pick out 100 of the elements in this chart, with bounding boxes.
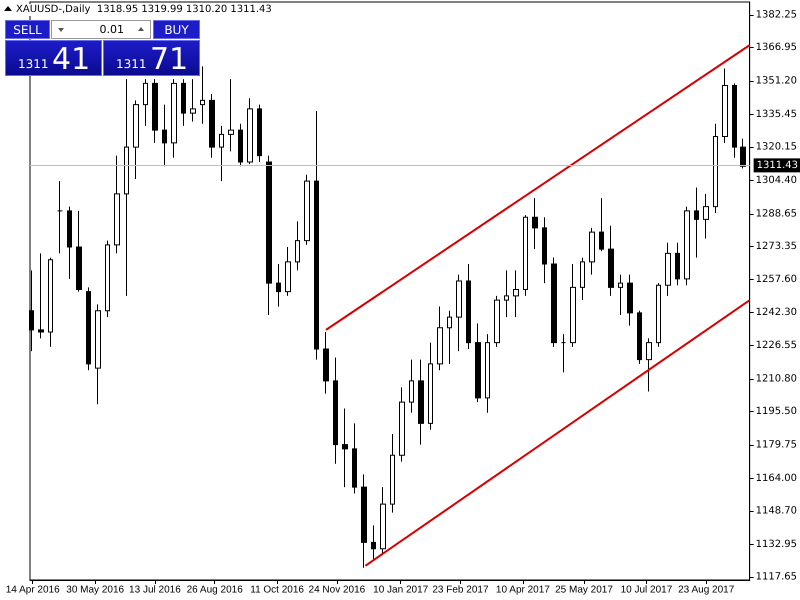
y-tick-label: 1288.65	[756, 208, 798, 220]
candlestick	[323, 332, 329, 394]
candlestick	[76, 210, 82, 292]
ref-line-label: 1311.43	[756, 160, 798, 171]
candlestick	[732, 82, 737, 158]
x-tick-label: 14 Apr 2016	[6, 584, 60, 596]
annotation: 0.01	[100, 22, 124, 38]
y-tick-label: 1164.00	[756, 473, 798, 484]
y-tick-label: 1210.80	[756, 374, 798, 385]
candlestick	[238, 123, 243, 167]
candlestick	[523, 214, 528, 296]
candlestick	[740, 138, 746, 169]
candlestick	[646, 338, 652, 392]
candlestick	[675, 242, 680, 286]
candlestick	[228, 78, 234, 152]
candlestick	[656, 282, 661, 348]
candlestick	[380, 486, 386, 556]
candlestick	[694, 187, 699, 258]
candlestick	[124, 78, 129, 296]
y-tick-label: 1351.20	[756, 75, 798, 86]
candlestick	[570, 264, 576, 348]
candlestick	[561, 334, 566, 373]
y-tick-label: 1226.55	[756, 340, 798, 352]
y-tick-label: 1320.15	[756, 141, 798, 152]
candlestick	[466, 264, 471, 350]
candlestick	[266, 155, 272, 316]
candlestick	[219, 125, 224, 182]
x-tick-label: 25 May 2017	[555, 584, 614, 596]
candlestick	[542, 216, 547, 284]
candlestick	[48, 257, 53, 348]
candlestick	[418, 359, 424, 446]
y-tick-label: 1132.95	[756, 539, 798, 550]
x-tick-label: 23 Aug 2017	[678, 584, 735, 596]
candlestick	[181, 78, 186, 126]
candlestick	[428, 342, 433, 430]
annotation: 1311	[18, 57, 49, 71]
candlestick	[257, 104, 262, 163]
candlestick	[95, 304, 101, 405]
x-tick-label: 26 Aug 2016	[186, 584, 244, 596]
x-tick-label: 10 Jan 2017	[373, 584, 429, 596]
candlestick	[589, 227, 595, 276]
candlestick	[599, 198, 604, 252]
candlestick	[295, 221, 300, 271]
x-tick-label: 24 Nov 2016	[308, 584, 366, 596]
y-tick-label: 1304.40	[756, 174, 798, 186]
candlestick	[485, 334, 490, 414]
candlestick	[684, 206, 690, 286]
candlestick	[361, 474, 367, 568]
candlestick	[209, 94, 215, 158]
candlestick	[513, 270, 519, 318]
x-tick-label: 23 Feb 2017	[432, 584, 489, 596]
candlestick	[333, 357, 338, 464]
candlestick	[532, 198, 538, 250]
candlestick	[352, 422, 357, 494]
candlestick	[627, 274, 633, 326]
annotation: SELL	[5, 20, 50, 39]
y-tick-label: 1242.30	[756, 306, 798, 318]
candlestick	[456, 274, 462, 352]
y-tick-label: 1117.65	[756, 572, 798, 583]
candlestick	[703, 193, 709, 240]
y-tick-label: 1382.25	[756, 9, 798, 20]
annotation: 71	[150, 42, 188, 77]
candlestick	[713, 123, 718, 214]
x-tick-label: 10 Apr 2017	[496, 584, 550, 596]
candlestick	[342, 408, 348, 488]
y-tick-label: 1179.75	[756, 440, 798, 451]
x-tick-label: 30 May 2016	[66, 584, 125, 596]
candlestick	[437, 306, 443, 371]
candlestick	[722, 68, 728, 144]
candlestick	[152, 78, 158, 144]
y-tick-label: 1257.60	[756, 274, 798, 286]
candlestick	[190, 78, 196, 122]
candlestick	[162, 104, 167, 167]
annotation: BUY	[153, 20, 200, 39]
y-tick-label: 1195.50	[756, 406, 798, 418]
candlestick	[580, 257, 585, 301]
candlestick	[133, 100, 139, 180]
candlestick	[114, 155, 120, 254]
candlestick	[447, 310, 452, 364]
candlestick	[57, 180, 63, 254]
candlestick	[105, 240, 110, 318]
y-tick-label: 1273.35	[756, 240, 798, 252]
candlestick	[38, 252, 44, 339]
candlestick	[314, 110, 319, 360]
candlestick	[665, 242, 671, 296]
x-tick-label: 11 Oct 2016	[250, 584, 304, 596]
y-tick-label: 1335.45	[756, 108, 798, 120]
candlestick	[494, 295, 500, 348]
candlestick	[67, 206, 72, 280]
candlestick	[86, 286, 91, 371]
candlestick	[637, 310, 642, 364]
candlestick	[247, 98, 253, 165]
candlestick	[390, 434, 395, 514]
candlestick	[504, 270, 509, 318]
candlestick	[399, 386, 405, 462]
candlestick	[608, 225, 614, 296]
candlestick	[371, 524, 376, 560]
candlestick	[285, 246, 291, 296]
annotation: 1311	[116, 57, 147, 71]
x-tick-label: 10 Jul 2017	[620, 584, 673, 596]
